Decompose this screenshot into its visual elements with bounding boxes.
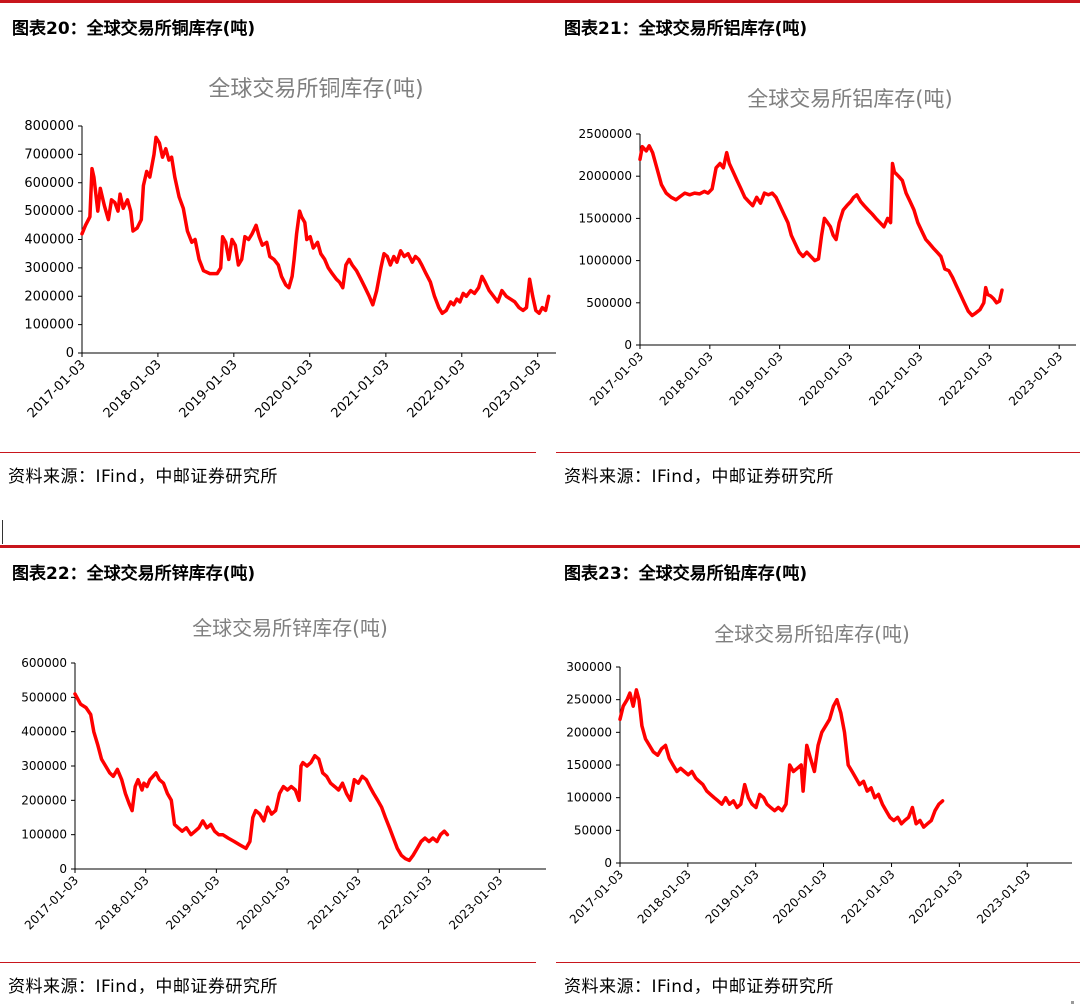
copper-stock-chart: 全球交易所铜库存(吨) 0 100000 200000 300000 400000 5000… bbox=[24, 77, 556, 421]
x-tick-label: 2021-01-03 bbox=[838, 867, 897, 926]
source-rule-zinc bbox=[0, 962, 536, 963]
y-tick-label: 100000 bbox=[566, 791, 612, 805]
y-tick-label: 1000000 bbox=[579, 254, 632, 268]
series-line bbox=[618, 688, 945, 829]
y-tick-label: 300000 bbox=[24, 261, 74, 276]
source-note-copper: 资料来源：IFind，中邮证券研究所 bbox=[8, 467, 278, 487]
x-tick-label: 2017-01-03 bbox=[22, 873, 81, 932]
y-tick-label: 0 bbox=[59, 862, 67, 876]
chart-title: 全球交易所铅库存(吨) bbox=[714, 622, 910, 646]
chart-title: 全球交易所铜库存(吨) bbox=[208, 77, 423, 102]
y-tick-label: 1500000 bbox=[579, 211, 632, 225]
chart-title: 全球交易所锌库存(吨) bbox=[192, 616, 388, 640]
x-tick-label: 2018-01-03 bbox=[635, 867, 694, 926]
x-tick-label: 2017-01-03 bbox=[25, 357, 89, 421]
y-tick-label: 100000 bbox=[21, 828, 67, 842]
series-line bbox=[73, 692, 450, 863]
y-tick-label: 600000 bbox=[24, 176, 74, 191]
y-tick-label: 300000 bbox=[566, 660, 612, 674]
aluminum-stock-chart: 全球交易所铝库存(吨) 0 500000 1000000 1500000 2000000 2… bbox=[579, 87, 1076, 408]
y-tick-label: 600000 bbox=[21, 656, 67, 670]
x-tick-label: 2023-01-03 bbox=[974, 867, 1033, 926]
y-tick-label: 250000 bbox=[566, 693, 612, 707]
figure-title-lead: 图表23：全球交易所铅库存(吨) bbox=[564, 564, 808, 584]
source-rule-lead bbox=[556, 962, 1080, 963]
y-tick-label: 2000000 bbox=[579, 169, 632, 183]
x-tick-label: 2022-01-03 bbox=[405, 357, 469, 421]
source-note-lead: 资料来源：IFind，中邮证券研究所 bbox=[564, 977, 834, 997]
x-tick-label: 2018-01-03 bbox=[101, 357, 165, 421]
y-tick-label: 100000 bbox=[24, 318, 74, 333]
x-tick-label: 2019-01-03 bbox=[703, 867, 762, 926]
source-rule-copper bbox=[0, 452, 536, 453]
y-tick-label: 700000 bbox=[24, 147, 74, 162]
x-tick-label: 2021-01-03 bbox=[305, 873, 364, 932]
figure-title-zinc: 图表22：全球交易所锌库存(吨) bbox=[12, 564, 256, 584]
y-tick-label: 500000 bbox=[586, 296, 632, 310]
x-tick-label: 2018-01-03 bbox=[93, 873, 152, 932]
y-tick-label: 400000 bbox=[21, 725, 67, 739]
x-tick-label: 2019-01-03 bbox=[177, 357, 241, 421]
x-tick-label: 2022-01-03 bbox=[906, 867, 965, 926]
source-note-zinc: 资料来源：IFind，中邮证券研究所 bbox=[8, 977, 278, 997]
y-tick-label: 0 bbox=[604, 856, 612, 870]
x-tick-label: 2023-01-03 bbox=[480, 357, 544, 421]
corner-mark bbox=[1071, 1001, 1074, 1004]
y-tick-label: 0 bbox=[624, 338, 632, 352]
x-tick-label: 2020-01-03 bbox=[796, 349, 855, 408]
middle-red-rule bbox=[0, 545, 1080, 548]
y-tick-label: 200000 bbox=[21, 793, 67, 807]
x-tick-label: 2023-01-03 bbox=[446, 873, 505, 932]
chart-title: 全球交易所铝库存(吨) bbox=[747, 87, 952, 111]
y-tick-label: 50000 bbox=[574, 823, 612, 837]
y-tick-label: 800000 bbox=[24, 119, 74, 134]
y-tick-label: 2500000 bbox=[579, 127, 632, 141]
x-tick-label: 2019-01-03 bbox=[163, 873, 222, 932]
y-tick-label: 150000 bbox=[566, 758, 612, 772]
y-tick-label: 0 bbox=[66, 346, 74, 361]
top-red-rule bbox=[0, 0, 1080, 3]
x-tick-label: 2021-01-03 bbox=[329, 357, 393, 421]
figure-title-aluminum: 图表21：全球交易所铝库存(吨) bbox=[564, 19, 808, 39]
series-line bbox=[638, 144, 1004, 318]
source-rule-aluminum bbox=[556, 452, 1080, 453]
x-tick-label: 2017-01-03 bbox=[587, 349, 646, 408]
zinc-stock-chart: 全球交易所锌库存(吨) 0 100000 200000 300000 400000 5000… bbox=[21, 616, 546, 932]
x-tick-label: 2022-01-03 bbox=[376, 873, 435, 932]
y-tick-label: 500000 bbox=[21, 690, 67, 704]
figure-title-copper: 图表20：全球交易所铜库存(吨) bbox=[12, 19, 256, 39]
text-cursor bbox=[2, 520, 3, 544]
x-tick-label: 2017-01-03 bbox=[567, 867, 626, 926]
x-tick-label: 2023-01-03 bbox=[1006, 349, 1065, 408]
x-tick-label: 2022-01-03 bbox=[936, 349, 995, 408]
lead-stock-chart: 全球交易所铅库存(吨) 0 50000 100000 150000 200000 25000… bbox=[566, 622, 1072, 926]
source-note-aluminum: 资料来源：IFind，中邮证券研究所 bbox=[564, 467, 834, 487]
y-tick-label: 200000 bbox=[24, 289, 74, 304]
x-tick-label: 2019-01-03 bbox=[727, 349, 786, 408]
x-tick-label: 2021-01-03 bbox=[866, 349, 925, 408]
x-tick-label: 2020-01-03 bbox=[770, 867, 829, 926]
y-tick-label: 400000 bbox=[24, 233, 74, 248]
y-tick-label: 200000 bbox=[566, 725, 612, 739]
y-tick-label: 500000 bbox=[24, 204, 74, 219]
y-tick-label: 300000 bbox=[21, 759, 67, 773]
series-line bbox=[80, 135, 551, 316]
x-tick-label: 2018-01-03 bbox=[657, 349, 716, 408]
x-tick-label: 2020-01-03 bbox=[234, 873, 293, 932]
x-tick-label: 2020-01-03 bbox=[253, 357, 317, 421]
